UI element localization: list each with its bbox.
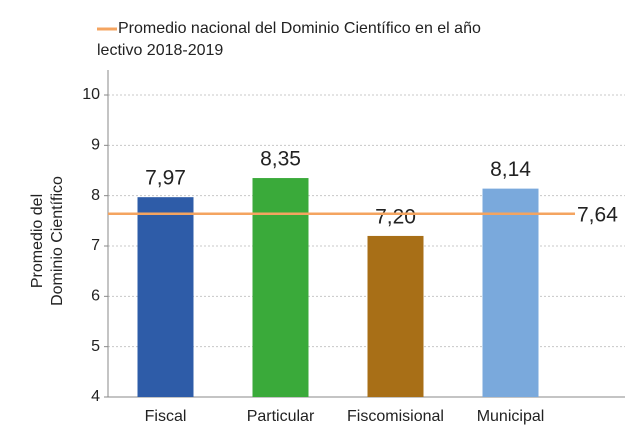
value-label: 7,20 [375, 205, 416, 228]
x-tick-label: Fiscomisional [347, 408, 444, 425]
bar [252, 178, 309, 397]
value-label: 7,97 [145, 167, 186, 190]
y-tick-label: 6 [91, 288, 100, 305]
y-tick-label: 9 [91, 137, 100, 154]
bar [367, 235, 424, 397]
x-tick-label: Municipal [477, 408, 545, 425]
reference-label: 7,64 [577, 203, 618, 226]
bar [482, 188, 539, 397]
value-label: 8,35 [260, 148, 301, 171]
y-axis-label: Promedio del [29, 194, 46, 288]
x-tick-label: Fiscal [145, 408, 187, 425]
y-tick-label: 4 [91, 388, 100, 405]
y-tick-label: 7 [91, 237, 100, 254]
y-axis-label: Dominio Científico [49, 176, 66, 306]
x-tick-label: Particular [247, 408, 315, 425]
y-tick-label: 8 [91, 187, 100, 204]
y-tick-label: 5 [91, 338, 100, 355]
bar [137, 197, 194, 397]
value-label: 8,14 [490, 158, 531, 181]
y-tick-label: 10 [82, 86, 100, 103]
legend-label: Promedio nacional del Dominio Científico… [118, 20, 481, 37]
legend-label: lectivo 2018-2019 [97, 42, 223, 59]
